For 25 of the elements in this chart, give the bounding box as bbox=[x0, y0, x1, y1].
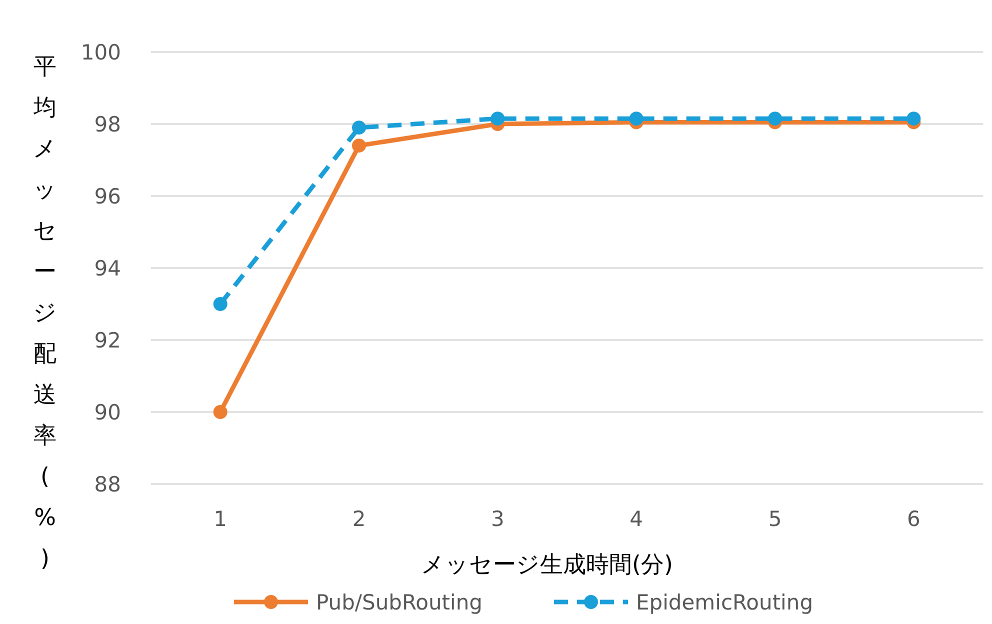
y-tick-label: 92 bbox=[94, 328, 121, 352]
point bbox=[352, 120, 366, 135]
legend-label: Pub/SubRouting bbox=[316, 590, 482, 614]
legend-label: EpidemicRouting bbox=[636, 590, 814, 614]
x-tick-label: 3 bbox=[490, 507, 504, 531]
point bbox=[768, 112, 782, 126]
point bbox=[352, 138, 366, 153]
y-tick-label: 96 bbox=[94, 184, 121, 208]
point bbox=[629, 112, 644, 126]
text: 平均メッセージ配送率(%) bbox=[33, 54, 57, 572]
y-tick-label: 94 bbox=[94, 256, 121, 280]
y-tick-label: 88 bbox=[94, 472, 121, 496]
x-tick-label: 5 bbox=[768, 507, 782, 531]
point bbox=[490, 112, 505, 126]
y-tick-label: 98 bbox=[94, 112, 121, 136]
x-tick-label: 4 bbox=[630, 507, 644, 531]
point bbox=[213, 405, 228, 419]
x-tick-label: 6 bbox=[906, 507, 920, 531]
x-axis-title: メッセージ生成時間(分) bbox=[421, 552, 673, 578]
x-tick-label: 1 bbox=[214, 507, 228, 531]
y-tick-label: 90 bbox=[94, 400, 121, 424]
y-tick-label: 100 bbox=[80, 40, 121, 64]
point bbox=[906, 112, 921, 126]
point bbox=[213, 297, 228, 311]
x-tick-label: 2 bbox=[352, 507, 366, 531]
